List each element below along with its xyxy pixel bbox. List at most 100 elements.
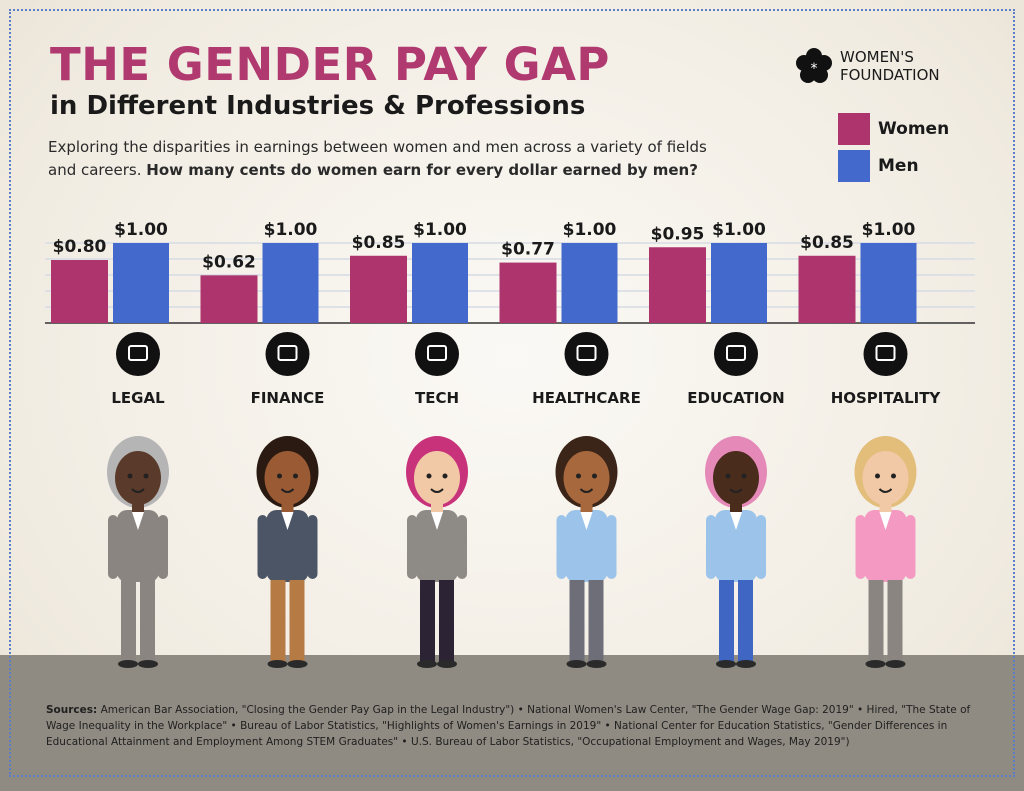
description-plain: Exploring the disparities in earnings be… (48, 138, 707, 179)
logo: * WOMEN'S FOUNDATION (796, 48, 940, 84)
right-leg (439, 580, 454, 662)
torso (117, 510, 159, 582)
eye (127, 473, 133, 479)
category-label: FINANCE (251, 389, 325, 407)
eye (442, 473, 448, 479)
data-label-women: $0.80 (53, 237, 107, 257)
left-leg (719, 580, 734, 662)
eye (725, 473, 731, 479)
bar-women (51, 260, 108, 323)
smile (430, 488, 444, 493)
scales-icon-glyph (128, 345, 148, 361)
right-leg (289, 580, 305, 662)
eye (592, 473, 597, 479)
legend-item-women: Women (838, 113, 949, 145)
eye (143, 473, 149, 479)
data-label-men: $1.00 (862, 220, 916, 240)
bank-icon-glyph (277, 345, 298, 361)
category-label: HEALTHCARE (532, 389, 641, 407)
hotel-building-icon (863, 332, 908, 376)
left-arm (855, 515, 866, 579)
smile (131, 488, 145, 493)
right-leg (588, 580, 604, 662)
sources: Sources: American Bar Association, "Clos… (46, 702, 986, 750)
torso (416, 510, 458, 582)
bar-women (649, 247, 706, 323)
gears-icon (415, 332, 459, 376)
smile (579, 488, 594, 493)
shoe (586, 660, 607, 668)
chalkboard-icon (714, 332, 758, 376)
shoe (437, 660, 457, 668)
left-arm (706, 515, 716, 579)
chalkboard-icon-glyph (726, 345, 746, 361)
description: Exploring the disparities in earnings be… (48, 136, 728, 182)
person-illustration-finance (256, 436, 319, 668)
data-label-women: $0.62 (202, 252, 256, 272)
right-arm (307, 515, 318, 579)
collar (580, 512, 593, 530)
bar-group-healthcare: $0.77 $1.00 HEALTHCARE (499, 220, 641, 407)
category-label: HOSPITALITY (831, 389, 942, 407)
face (713, 451, 759, 505)
person-illustration-legal (107, 436, 169, 668)
bar-women (499, 262, 557, 323)
shoe (138, 660, 158, 668)
eye (576, 473, 581, 479)
left-arm (407, 515, 417, 579)
data-label-women: $0.95 (651, 224, 705, 244)
medical-cross-icon-glyph (576, 345, 597, 361)
bar-group-hospitality: $0.85 $1.00 HOSPITALITY (798, 220, 942, 407)
face (115, 451, 161, 505)
logo-line1: WOMEN'S (840, 48, 914, 66)
sources-label: Sources: (46, 704, 98, 716)
bar-women (798, 255, 856, 323)
shoe (865, 660, 886, 668)
bar-men (113, 243, 169, 323)
legend-swatch-men (838, 150, 870, 182)
collar (132, 512, 144, 530)
left-leg (121, 580, 136, 662)
eye (891, 473, 896, 479)
bar-group-legal: $0.80 $1.00 LEGAL (51, 220, 169, 407)
shoe (716, 660, 736, 668)
bar-group-finance: $0.62 $1.00 FINANCE (200, 220, 325, 407)
eye (875, 473, 880, 479)
bar-men (561, 243, 618, 323)
bar-group-education: $0.95 $1.00 EDUCATION (649, 220, 785, 407)
shoe (118, 660, 138, 668)
right-leg (140, 580, 155, 662)
left-leg (270, 580, 286, 662)
category-label: TECH (415, 389, 459, 407)
data-label-women: $0.85 (800, 233, 854, 253)
smile (280, 488, 295, 493)
data-label-men: $1.00 (563, 220, 617, 240)
sources-text: American Bar Association, "Closing the G… (46, 704, 971, 748)
left-arm (108, 515, 118, 579)
right-arm (905, 515, 916, 579)
person-illustration-healthcare (555, 436, 618, 668)
category-label: EDUCATION (687, 389, 784, 407)
shoe (566, 660, 587, 668)
face (264, 451, 311, 505)
left-arm (257, 515, 268, 579)
bar-women (200, 275, 258, 323)
flower-asterisk-icon: * (796, 48, 832, 83)
torso (715, 510, 757, 582)
page-title: THE GENDER PAY GAP (50, 38, 610, 91)
page-subtitle: in Different Industries & Professions (50, 91, 586, 121)
smile (729, 488, 743, 493)
eye (277, 473, 282, 479)
smile (878, 488, 893, 493)
legend-swatch-women (838, 113, 870, 145)
shoe (287, 660, 308, 668)
hotel-building-icon-glyph (875, 345, 896, 361)
eye (293, 473, 298, 479)
right-arm (158, 515, 168, 579)
data-label-men: $1.00 (114, 220, 168, 240)
bar-men (262, 243, 319, 323)
floor-band (0, 655, 1024, 791)
collar (730, 512, 742, 530)
left-leg (569, 580, 585, 662)
face (862, 451, 909, 505)
